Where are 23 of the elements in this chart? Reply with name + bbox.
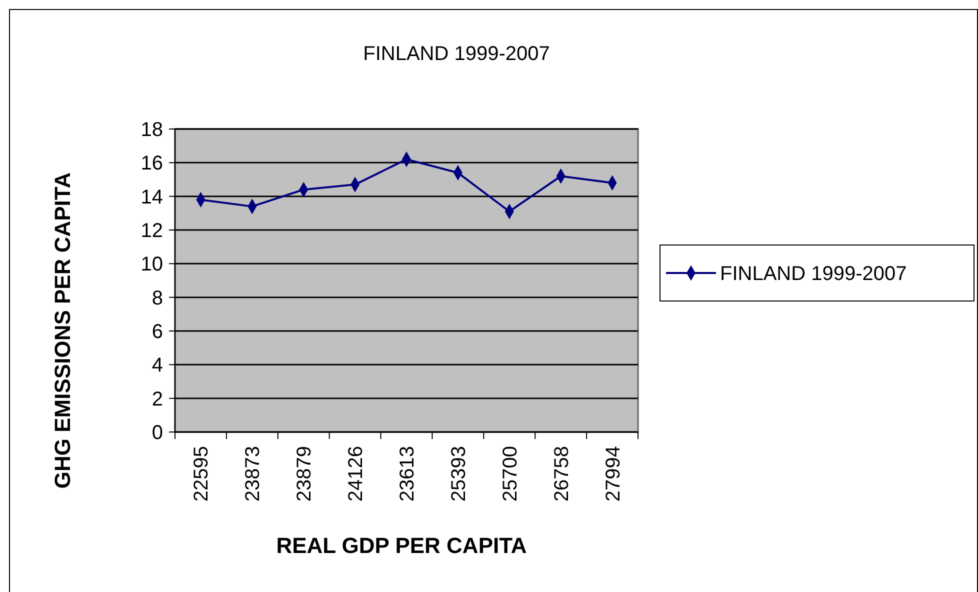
x-tick-label: 25393 xyxy=(448,446,470,502)
y-tick-label: 16 xyxy=(140,152,163,175)
legend-label: FINLAND 1999-2007 xyxy=(720,263,907,285)
y-tick-label: 8 xyxy=(152,287,163,310)
chart-title: FINLAND 1999-2007 xyxy=(363,43,550,65)
x-axis-title: REAL GDP PER CAPITA xyxy=(276,533,527,558)
x-tick-label: 25700 xyxy=(499,446,522,502)
y-tick-label: 6 xyxy=(152,321,163,343)
x-tick-label: 26758 xyxy=(550,446,573,502)
y-axis-title: GHG EMISSIONS PER CAPITA xyxy=(50,172,75,489)
y-tick-label: 10 xyxy=(140,254,163,276)
y-tick-label: 14 xyxy=(140,186,163,208)
x-tick-label: 23613 xyxy=(396,446,418,502)
y-tick-label: 0 xyxy=(152,422,163,444)
y-tick-label: 18 xyxy=(140,119,163,141)
y-tick-label: 2 xyxy=(152,388,163,410)
x-tick-label: 24126 xyxy=(345,446,368,502)
x-tick-label: 23879 xyxy=(294,446,316,502)
x-tick-label: 27994 xyxy=(602,446,624,502)
x-tick-label: 23873 xyxy=(242,446,264,502)
x-tick-label: 22595 xyxy=(190,446,213,502)
y-tick-label: 12 xyxy=(140,220,163,242)
y-tick-label: 4 xyxy=(152,354,163,377)
